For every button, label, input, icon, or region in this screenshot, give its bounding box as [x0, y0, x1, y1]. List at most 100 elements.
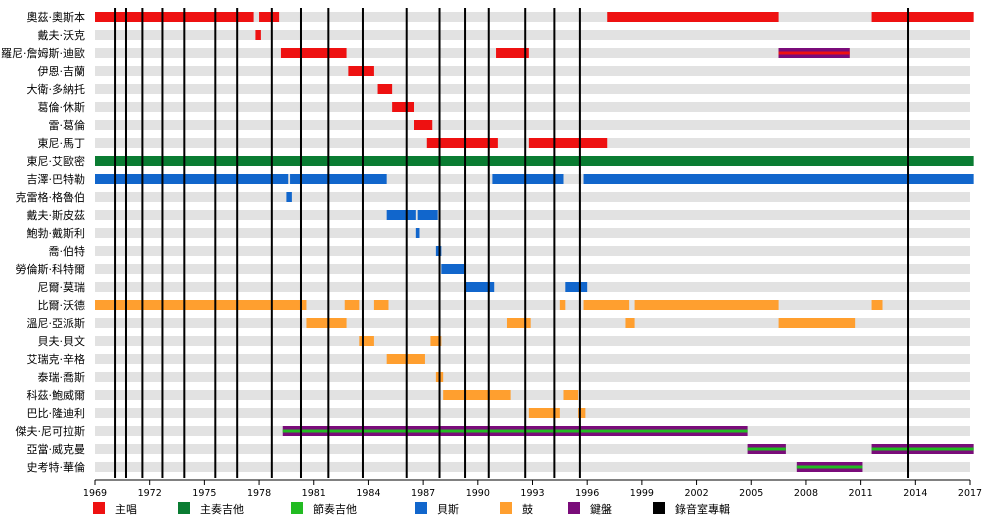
legend-label-studio_album: 錄音室專輯 — [675, 502, 730, 516]
member-label: 羅尼·詹姆斯·迪歐 — [1, 46, 85, 60]
member-bar-bass — [465, 282, 495, 292]
member-label: 雷·葛倫 — [49, 118, 86, 132]
member-label: 科茲·鮑威爾 — [27, 388, 86, 402]
row-background — [95, 300, 970, 310]
legend-swatch-rhythm_guitar — [291, 502, 303, 514]
member-bar-vocals — [414, 120, 433, 130]
member-bar-drums — [625, 318, 635, 328]
legend-label-rhythm_guitar: 節奏吉他 — [313, 502, 357, 516]
x-tick-label: 2008 — [794, 488, 818, 499]
member-bar-drums — [559, 300, 566, 310]
member-label: 尼爾·莫瑞 — [38, 280, 86, 294]
row-background — [95, 246, 970, 256]
member-bar-bass — [290, 174, 387, 184]
legend-swatch-lead_guitar — [178, 502, 190, 514]
member-label: 傑夫·尼可拉斯 — [16, 424, 86, 438]
x-tick-label: 1978 — [247, 488, 271, 499]
x-tick-label: 1990 — [466, 488, 490, 499]
member-label: 貝夫·貝文 — [38, 334, 86, 348]
member-bar-drums — [306, 318, 347, 328]
member-bar-vocals — [255, 30, 261, 40]
row-background — [95, 264, 970, 274]
member-bar-drums — [506, 318, 531, 328]
legend-swatch-keyboards — [568, 502, 580, 514]
row-background — [95, 210, 970, 220]
row-background — [95, 66, 970, 76]
member-label: 泰瑞·喬斯 — [38, 370, 86, 384]
member-label: 比爾·沃德 — [38, 298, 86, 312]
row-background — [95, 390, 970, 400]
member-bar-stripe — [778, 51, 850, 55]
row-background — [95, 120, 970, 130]
legend-label-vocals: 主唱 — [115, 503, 137, 516]
member-label: 大衛·多納托 — [27, 82, 86, 96]
member-label: 鮑勃·戴斯利 — [27, 226, 86, 240]
legend-swatch-vocals — [93, 502, 105, 514]
member-bar-bass — [492, 174, 564, 184]
x-tick-label: 1993 — [520, 488, 544, 499]
row-background — [95, 192, 970, 202]
member-bar-vocals — [95, 12, 254, 22]
member-bar-drums — [344, 300, 360, 310]
member-bar-drums — [430, 336, 442, 346]
member-bar-bass — [415, 228, 420, 238]
member-label: 克雷格·格魯伯 — [16, 190, 86, 204]
member-label: 勞倫斯·科特爾 — [16, 262, 86, 276]
member-bar-vocals — [392, 102, 415, 112]
x-tick-label: 2011 — [849, 488, 873, 499]
member-bar-drums — [95, 300, 307, 310]
member-label: 東尼·馬丁 — [38, 137, 86, 150]
member-bar-drums — [443, 390, 511, 400]
member-label: 奧茲·奧斯本 — [27, 10, 86, 24]
member-label: 吉澤·巴特勒 — [27, 172, 86, 186]
row-background — [95, 444, 970, 454]
member-bar-stripe — [747, 447, 786, 451]
member-bar-drums — [578, 408, 586, 418]
member-bar-vocals — [280, 48, 347, 58]
x-tick-label: 1981 — [302, 488, 326, 499]
member-label: 巴比·隆迪利 — [27, 406, 86, 420]
member-bar-bass — [417, 210, 438, 220]
member-label: 戴夫·沃克 — [38, 28, 86, 42]
x-tick-label: 1975 — [192, 488, 216, 499]
member-bar-stripe — [796, 465, 863, 469]
member-label: 溫尼·亞派斯 — [27, 316, 86, 330]
row-background — [95, 354, 970, 364]
member-label: 艾瑞克·辛格 — [27, 352, 86, 366]
row-background — [95, 30, 970, 40]
row-background — [95, 48, 970, 58]
x-tick-label: 2017 — [958, 488, 982, 499]
member-bar-vocals — [528, 138, 608, 148]
legend-label-keyboards: 鍵盤 — [590, 502, 612, 516]
member-bar-vocals — [348, 66, 374, 76]
member-bar-bass — [441, 264, 466, 274]
member-label: 戴夫·斯皮茲 — [27, 208, 86, 222]
row-background — [95, 282, 970, 292]
member-bar-drums — [778, 318, 856, 328]
member-bar-vocals — [607, 12, 779, 22]
x-tick-label: 1996 — [575, 488, 599, 499]
member-label: 喬·伯特 — [49, 244, 86, 258]
member-bar-stripe — [871, 447, 974, 451]
row-background — [95, 102, 970, 112]
member-bar-drums — [871, 300, 883, 310]
member-bar-vocals — [259, 12, 280, 22]
member-bar-bass — [286, 192, 292, 202]
member-label: 史考特·華倫 — [27, 460, 86, 474]
legend-swatch-bass — [415, 502, 427, 514]
member-bar-vocals — [426, 138, 498, 148]
member-bar-drums — [373, 300, 389, 310]
x-tick-label: 1999 — [630, 488, 654, 499]
x-tick-label: 1984 — [356, 488, 380, 499]
legend-label-bass: 貝斯 — [437, 503, 459, 516]
row-background — [95, 372, 970, 382]
member-bar-drums — [528, 408, 560, 418]
x-tick-label: 1987 — [411, 488, 435, 499]
row-background — [95, 336, 970, 346]
member-bar-drums — [583, 300, 630, 310]
member-bar-stripe — [282, 429, 748, 433]
row-background — [95, 462, 970, 472]
legend-swatch-studio_album — [653, 502, 665, 514]
